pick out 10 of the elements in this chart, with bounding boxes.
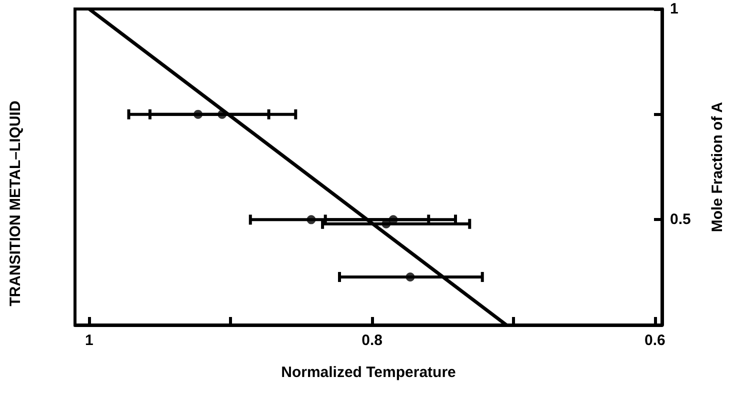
point	[406, 272, 415, 282]
y-tick-label: 0.5	[670, 211, 691, 228]
y-axis-title: Mole Fraction of A	[709, 102, 726, 232]
point	[194, 110, 203, 119]
x-axis-title: Normalized Temperature	[281, 364, 456, 381]
point	[306, 215, 316, 224]
x-tick-label: 0.6	[644, 332, 666, 349]
x-tick-label: 1	[84, 332, 94, 349]
text: TRANSITION METAL–LIQUID	[7, 100, 24, 306]
x-tick-label: 0.8	[362, 332, 382, 349]
